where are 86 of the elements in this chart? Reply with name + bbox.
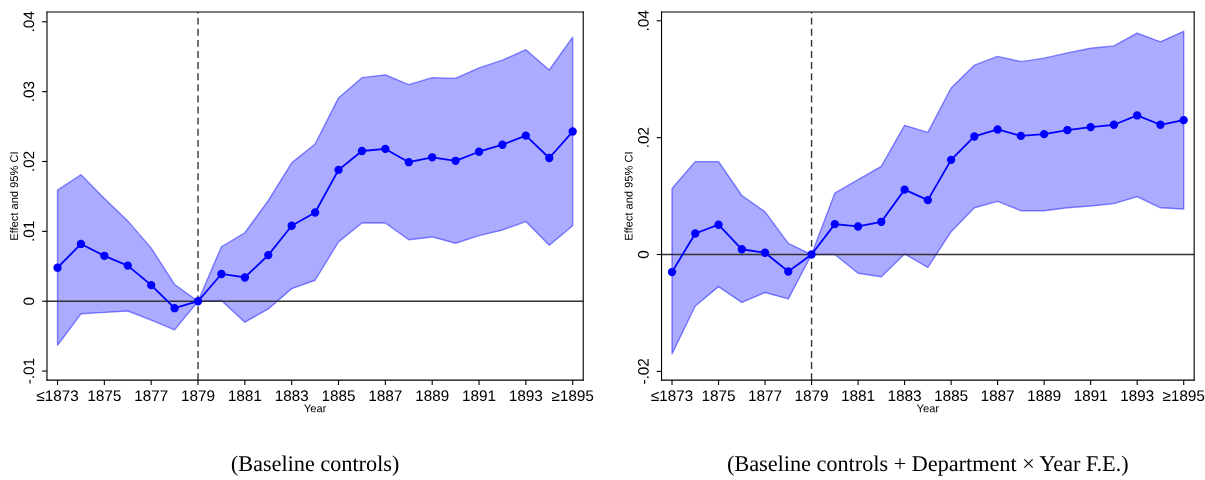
x-tick-label: 1885: [935, 390, 968, 402]
y-tick-label: 0: [637, 250, 649, 259]
point: [714, 220, 723, 229]
x-tick-label: ≤1873: [36, 390, 79, 402]
point: [737, 245, 746, 254]
y-tick-label: .04: [637, 10, 649, 30]
point: [451, 156, 460, 165]
y-tick-label: .03: [23, 81, 35, 101]
x-tick-label: 1875: [702, 390, 735, 402]
point: [970, 132, 979, 141]
point: [334, 165, 343, 175]
point: [545, 153, 554, 163]
point: [1086, 122, 1095, 132]
y-tick-label: .04: [23, 11, 35, 31]
point: [1156, 120, 1165, 129]
point: [900, 185, 909, 194]
point: [667, 267, 677, 277]
point: [1133, 111, 1142, 120]
y-tick-label: .01: [23, 221, 35, 241]
point: [310, 208, 320, 217]
point: [76, 239, 86, 249]
point: [521, 131, 531, 140]
point: [1109, 120, 1119, 129]
point: [923, 196, 933, 205]
point: [53, 263, 62, 272]
y-tick-label: -.01: [23, 358, 35, 384]
x-tick-label: 1887: [981, 390, 1014, 402]
point: [568, 127, 577, 136]
y-axis-title: Effect and 95% CI: [624, 152, 633, 240]
x-tick-label: ≥1895: [1162, 390, 1205, 402]
x-tick-label: 1877: [749, 390, 782, 402]
y-axis-title: Effect and 95% CI: [9, 152, 19, 240]
y-tick-label: 0: [23, 297, 35, 305]
point: [993, 125, 1002, 134]
x-tick-label: 1893: [510, 390, 543, 402]
x-tick-label: 1889: [416, 390, 449, 402]
x-tick-label: 1891: [463, 390, 496, 402]
x-axis-title: Year: [304, 404, 327, 413]
point: [357, 146, 367, 156]
point: [123, 261, 132, 270]
x-tick-label: 1893: [1121, 390, 1154, 402]
x-tick-label: 1889: [1028, 390, 1061, 402]
point: [147, 280, 156, 290]
x-tick-label: 1891: [1074, 390, 1107, 402]
y-tick-label: .02: [23, 151, 35, 171]
x-tick-label: 1879: [795, 390, 828, 402]
point: [498, 140, 507, 149]
x-tick-label: ≤1873: [651, 390, 693, 402]
point: [474, 147, 484, 156]
point: [1063, 125, 1072, 135]
point: [1039, 129, 1049, 139]
x-tick-label: ≥1895: [551, 390, 594, 402]
x-tick-label: 1881: [842, 390, 875, 402]
point: [784, 267, 793, 276]
point: [760, 248, 770, 257]
x-tick-label: 1887: [369, 390, 402, 402]
point: [264, 250, 273, 260]
x-tick-label: 1883: [275, 390, 309, 402]
point: [193, 297, 203, 306]
point: [381, 144, 390, 154]
point: [946, 155, 956, 165]
point: [404, 158, 413, 167]
point: [287, 221, 296, 230]
point: [877, 217, 886, 226]
x-tick-label: 1879: [182, 390, 215, 402]
point: [428, 153, 437, 162]
point: [1179, 115, 1188, 125]
x-tick-label: 1883: [888, 390, 921, 402]
point: [100, 251, 109, 260]
point: [240, 273, 250, 282]
point: [853, 222, 863, 231]
point: [807, 250, 816, 259]
x-axis-title: Year: [916, 404, 939, 413]
x-tick-label: 1881: [229, 390, 262, 402]
x-tick-label: 1885: [322, 390, 355, 402]
x-tick-label: 1875: [88, 390, 121, 402]
point: [691, 229, 700, 238]
text: (Baseline controls): [231, 455, 399, 476]
x-tick-label: 1877: [135, 390, 168, 402]
text: (Baseline controls + Department × Year F.E.): [728, 455, 1128, 476]
point: [217, 269, 226, 279]
point: [830, 219, 839, 229]
y-tick-label: -.02: [637, 359, 649, 384]
y-tick-label: .02: [637, 127, 649, 147]
point: [1016, 131, 1026, 141]
point: [170, 304, 179, 313]
